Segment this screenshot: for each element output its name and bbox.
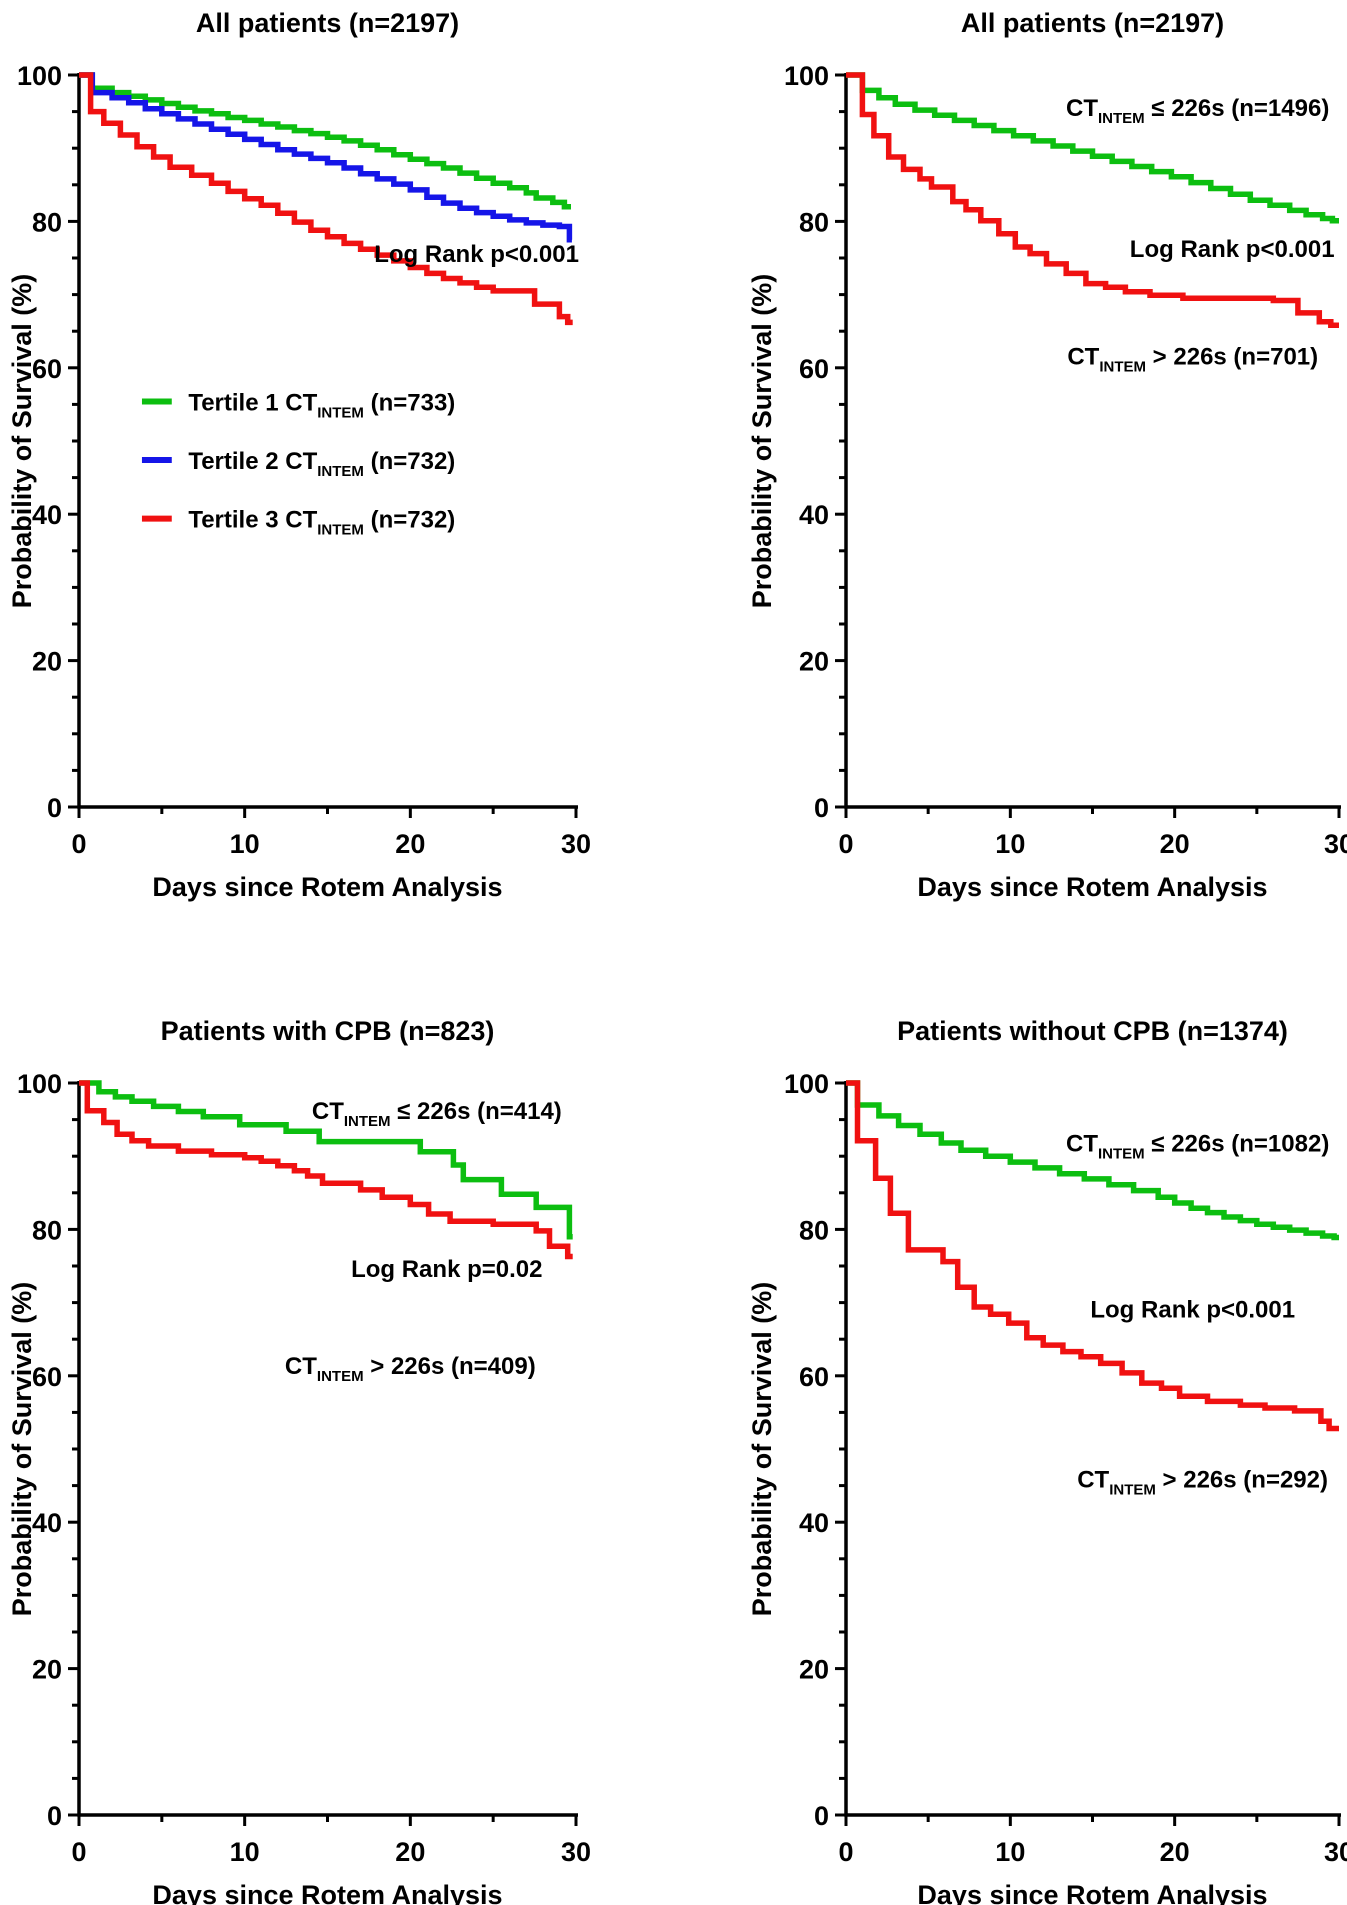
annotation-logrank: Log Rank p<0.001 [1090,1296,1295,1323]
y-tick-label: 40 [799,1508,829,1538]
annotation-group-high-label: CTINTEM > 226s (n=292) [1077,1466,1328,1498]
x-tick-label: 0 [838,1837,853,1867]
x-tick-label: 20 [1160,829,1190,859]
annotation-logrank: Log Rank p=0.02 [351,1256,542,1283]
y-tick-label: 80 [32,207,62,237]
legend-label-tertile2: Tertile 2 CTINTEM (n=732) [188,448,455,480]
annotation-group-low-label: CTINTEM ≤ 226s (n=1496) [1066,95,1329,127]
legend-label-tertile3: Tertile 3 CTINTEM (n=732) [188,507,455,539]
x-tick-label: 30 [1324,1837,1347,1867]
y-tick-label: 100 [784,1069,829,1099]
x-tick-label: 20 [395,1837,425,1867]
annotation-logrank: Log Rank p<0.001 [374,241,579,268]
panel-2: 100 80 60 40 20 00 10 20 30 CTINTEM ≤ 226s (n=414… [17,1069,591,1867]
x-axis-label-bottom-right: Days since Rotem Analysis [917,1880,1268,1905]
y-tick-label: 40 [799,500,829,530]
panel-title-bottom-right: Patients without CPB (n=1374) [897,1016,1288,1046]
survival-curve-tertile3-red [79,72,573,326]
x-axis-label-top-left: Days since Rotem Analysis [152,872,503,902]
y-tick-label: 100 [784,61,829,91]
y-tick-label: 80 [799,207,829,237]
y-tick-label: 0 [47,793,62,823]
y-tick-label: 60 [32,354,62,384]
legend-label-tertile1: Tertile 1 CTINTEM (n=733) [188,389,455,421]
survival-curve-gt226-red [846,72,1339,329]
x-tick-label: 10 [230,829,260,859]
annotation-group-high-label: CTINTEM > 226s (n=409) [285,1353,536,1385]
y-tick-label: 20 [32,1655,62,1685]
survival-curve-tertile1-green [79,72,571,210]
survival-curve-le226-green [846,72,1339,224]
y-tick-label: 60 [799,1362,829,1392]
panel-0: 100 80 60 40 20 00 10 20 30 Log Rank p<0.001 Terti… [17,61,591,859]
panel-title-top-right: All patients (n=2197) [960,8,1225,38]
y-axis-label-top-left: Probability of Survival (%) [7,273,37,609]
x-tick-label: 20 [395,829,425,859]
x-tick-label: 30 [561,1837,591,1867]
y-axis-label-top-right: Probability of Survival (%) [747,273,777,609]
x-tick-label: 10 [230,1837,260,1867]
annotation-group-high-label: CTINTEM > 226s (n=701) [1067,343,1318,375]
panel-3: 100 80 60 40 20 00 10 20 30 CTINTEM ≤ 226s (n=108… [784,1069,1347,1867]
y-tick-label: 20 [32,647,62,677]
y-tick-label: 20 [799,1655,829,1685]
y-tick-label: 60 [799,354,829,384]
survival-curve-le226-green [846,1080,1339,1241]
y-tick-label: 0 [814,1801,829,1831]
annotation-group-low-label: CTINTEM ≤ 226s (n=1082) [1066,1130,1329,1162]
x-tick-label: 10 [995,1837,1025,1867]
y-tick-label: 40 [32,500,62,530]
panel-title-bottom-left: Patients with CPB (n=823) [160,1016,495,1046]
y-tick-label: 100 [17,1069,62,1099]
x-tick-label: 0 [71,1837,86,1867]
x-tick-label: 30 [1324,829,1347,859]
y-tick-label: 20 [799,647,829,677]
x-axis-label-bottom-left: Days since Rotem Analysis [152,1880,503,1905]
axes [844,1081,1341,1817]
y-tick-label: 60 [32,1362,62,1392]
axes [844,73,1341,809]
x-tick-label: 0 [838,829,853,859]
panel-1: 100 80 60 40 20 00 10 20 30 CTINTEM ≤ 226s (n=149… [784,61,1347,859]
y-axis-label-bottom-right: Probability of Survival (%) [747,1281,777,1617]
y-tick-label: 100 [17,61,62,91]
x-axis-label-top-right: Days since Rotem Analysis [917,872,1268,902]
x-tick-label: 10 [995,829,1025,859]
y-tick-label: 80 [799,1215,829,1245]
x-tick-label: 20 [1160,1837,1190,1867]
x-tick-label: 0 [71,829,86,859]
y-tick-label: 0 [814,793,829,823]
y-tick-label: 40 [32,1508,62,1538]
survival-curve-gt226-red [846,1080,1339,1432]
panel-title-top-left: All patients (n=2197) [195,8,460,38]
annotation-logrank: Log Rank p<0.001 [1130,236,1335,263]
survival-curve-gt226-red [79,1080,573,1260]
annotation-group-low-label: CTINTEM ≤ 226s (n=414) [312,1098,562,1130]
x-tick-label: 30 [561,829,591,859]
y-axis-label-bottom-left: Probability of Survival (%) [7,1281,37,1617]
survival-curve-le226-green [79,1080,573,1240]
y-tick-label: 80 [32,1215,62,1245]
y-tick-label: 0 [47,1801,62,1831]
survival-curve-tertile2-blue [79,72,573,243]
